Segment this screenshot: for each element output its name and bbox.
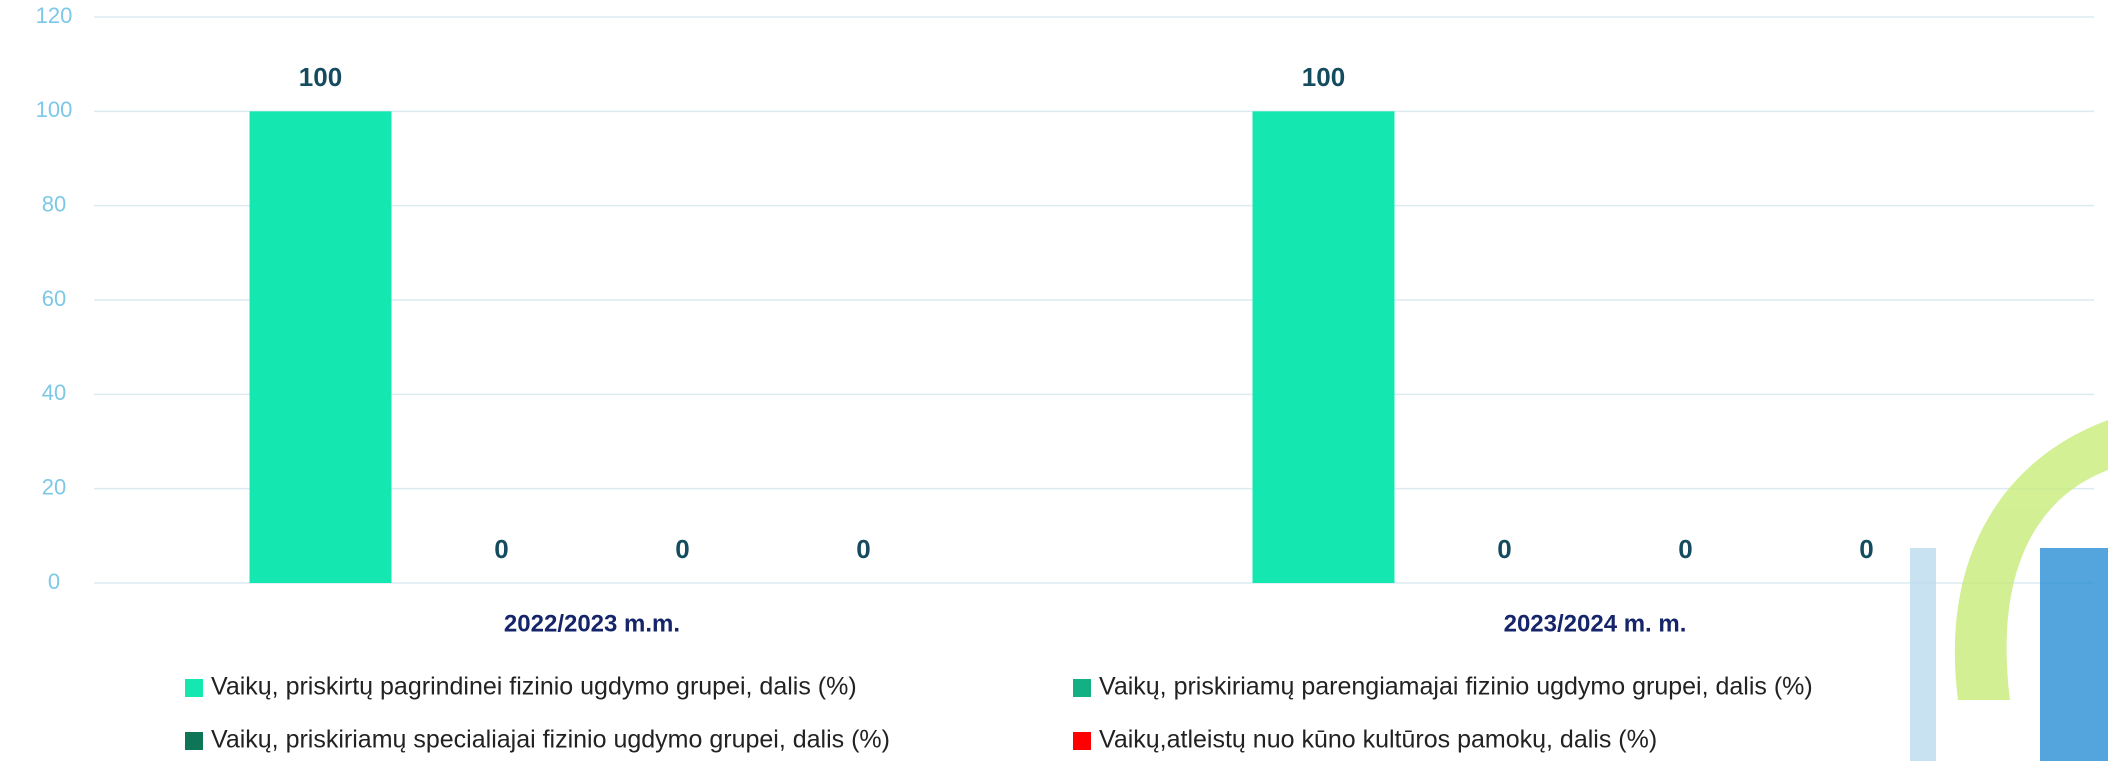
data-label: 0 [1859,534,1873,564]
y-tick-label: 100 [36,97,73,122]
logo-shape [2040,548,2108,761]
x-tick-label: 2023/2024 m. m. [1504,610,1687,637]
data-label: 100 [299,62,342,92]
legend-swatch [185,679,203,697]
legend-swatch [1073,732,1091,750]
legend-swatch [1073,679,1091,697]
logo-shape [1910,548,1936,761]
legend-swatch [185,732,203,750]
y-tick-label: 20 [42,474,66,499]
data-label: 100 [1302,62,1345,92]
y-tick-label: 60 [42,286,66,311]
logo-decoration [1910,420,2108,761]
y-tick-label: 80 [42,191,66,216]
legend-label: Vaikų, priskirtų pagrindinei fizinio ugd… [211,673,857,701]
data-label: 0 [856,534,870,564]
bar [1252,111,1395,583]
data-label: 0 [1678,534,1692,564]
data-label: 0 [675,534,689,564]
y-tick-label: 0 [48,569,60,594]
data-label: 0 [494,534,508,564]
x-tick-label: 2022/2023 m.m. [504,610,680,637]
data-label: 0 [1497,534,1511,564]
bar [249,111,392,583]
y-tick-label: 40 [42,380,66,405]
legend-label: Vaikų, priskiriamų specialiajai fizinio … [211,726,890,754]
logo-shape [1954,420,2108,700]
y-tick-label: 120 [36,3,73,28]
legend-label: Vaikų, priskiriamų parengiamajai fizinio… [1099,673,1813,701]
legend-label: Vaikų,atleistų nuo kūno kultūros pamokų,… [1099,726,1657,754]
